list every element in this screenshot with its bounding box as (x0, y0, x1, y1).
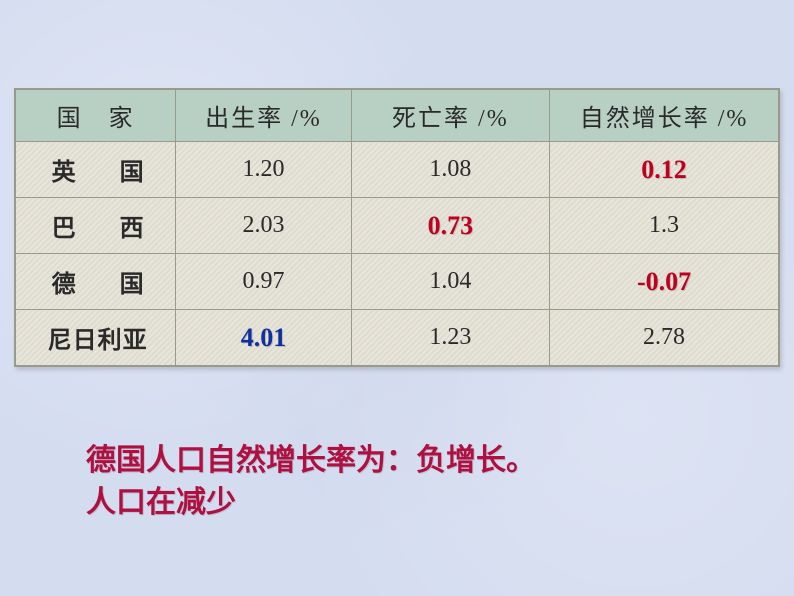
cell-growth: -0.07 (550, 254, 779, 310)
cell-country: 英 国 (16, 142, 176, 198)
cell-country: 尼日利亚 (16, 310, 176, 366)
cell-birth: 4.01 (176, 310, 351, 366)
caption-line2: 人口在减少 (86, 482, 536, 524)
cell-birth: 1.20 (176, 142, 351, 198)
header-country: 国 家 (16, 90, 176, 142)
cell-growth: 2.78 (550, 310, 779, 366)
population-table: 国 家 出生率 /% 死亡率 /% 自然增长率 /% 英 国 1.20 1.08… (15, 89, 779, 366)
cell-growth: 0.12 (550, 142, 779, 198)
header-death-rate: 死亡率 /% (351, 90, 549, 142)
population-table-container: 国 家 出生率 /% 死亡率 /% 自然增长率 /% 英 国 1.20 1.08… (14, 88, 780, 367)
cell-birth: 0.97 (176, 254, 351, 310)
table-row: 德 国 0.97 1.04 -0.07 (16, 254, 779, 310)
cell-death: 0.73 (351, 198, 549, 254)
header-birth-rate: 出生率 /% (176, 90, 351, 142)
cell-growth: 1.3 (550, 198, 779, 254)
table-header-row: 国 家 出生率 /% 死亡率 /% 自然增长率 /% (16, 90, 779, 142)
cell-country: 德 国 (16, 254, 176, 310)
cell-death: 1.04 (351, 254, 549, 310)
table-row: 巴 西 2.03 0.73 1.3 (16, 198, 779, 254)
caption-text: 德国人口自然增长率为：负增长。 人口在减少 (86, 440, 536, 524)
table-body: 英 国 1.20 1.08 0.12 巴 西 2.03 0.73 1.3 德 国… (16, 142, 779, 366)
caption-line1: 德国人口自然增长率为：负增长。 (86, 440, 536, 482)
cell-country: 巴 西 (16, 198, 176, 254)
table-row: 英 国 1.20 1.08 0.12 (16, 142, 779, 198)
cell-death: 1.08 (351, 142, 549, 198)
cell-death: 1.23 (351, 310, 549, 366)
cell-birth: 2.03 (176, 198, 351, 254)
table-row: 尼日利亚 4.01 1.23 2.78 (16, 310, 779, 366)
header-growth-rate: 自然增长率 /% (550, 90, 779, 142)
